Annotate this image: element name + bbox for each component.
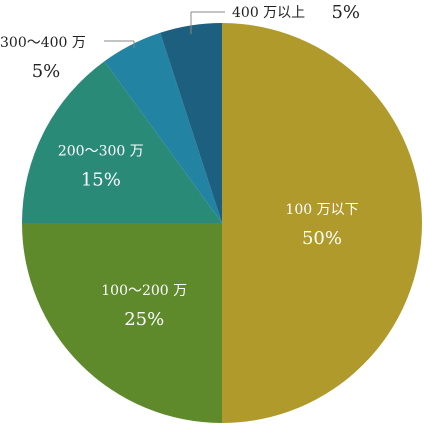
pie-slice-4 (104, 32, 222, 223)
pie-slice-3 (22, 61, 222, 224)
slice-label-4: 300～400 万 (0, 35, 86, 51)
slice-pct-2: 25% (124, 309, 164, 330)
slice-pct-4: 5% (32, 61, 61, 82)
slice-label-5: 400 万以上 (232, 5, 305, 21)
pie-slice-5 (160, 23, 222, 223)
slice-label-3: 200～300 万 (58, 143, 144, 159)
slice-pct-3: 15% (81, 169, 121, 190)
slice-pct-1: 50% (302, 228, 342, 249)
slice-label-1: 100 万以下 (285, 202, 358, 218)
pie-slice-2 (22, 223, 222, 423)
pie-slice-1 (222, 23, 422, 423)
slice-label-2: 100～200 万 (101, 283, 187, 299)
slice-pct-5: 5% (331, 2, 360, 23)
